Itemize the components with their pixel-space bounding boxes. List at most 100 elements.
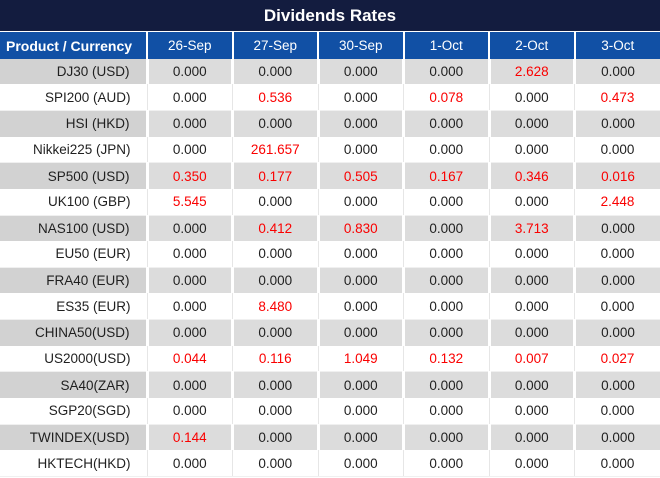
dividend-value: 0.000 <box>232 397 319 425</box>
dividend-value: 1.049 <box>318 345 404 373</box>
dividend-value: 0.000 <box>574 215 660 242</box>
dividend-value: 0.000 <box>574 293 660 321</box>
product-label: DJ30 (USD) <box>0 59 149 85</box>
table-title-text: Dividends Rates <box>263 5 397 25</box>
dividend-value: 0.000 <box>318 188 404 216</box>
dividend-value: 0.000 <box>403 371 491 398</box>
dividend-value: 0.830 <box>318 215 405 242</box>
table-row: EU50 (EUR) 0.000 0.000 0.000 0.000 0.000 0.000 <box>0 241 660 268</box>
dividend-value: 0.044 <box>147 345 233 373</box>
dividend-value: 0.000 <box>574 371 660 398</box>
table-row: HSI (HKD) 0.000 0.000 0.000 0.000 0.000 0.000 <box>0 110 660 137</box>
dividend-value: 0.000 <box>489 293 575 321</box>
product-label: UK100 (GBP) <box>0 188 148 216</box>
table-row: SP500 (USD) 0.350 0.177 0.505 0.167 0.346 0.01… <box>0 162 660 189</box>
dividend-value: 0.000 <box>489 424 576 451</box>
dividend-value: 0.000 <box>403 424 491 451</box>
dividend-value: 0.000 <box>232 110 320 137</box>
table-row: CHINA50(USD) 0.000 0.000 0.000 0.000 0.000 0.0… <box>0 319 660 346</box>
column-header: 26-Sep <box>147 32 234 59</box>
dividend-value: 0.000 <box>232 188 319 216</box>
product-label: HSI (HKD) <box>0 110 149 137</box>
dividend-value: 0.000 <box>489 319 576 346</box>
column-header: 30-Sep <box>318 32 405 59</box>
table-row: UK100 (GBP) 5.545 0.000 0.000 0.000 0.000 2.44… <box>0 188 660 216</box>
dividend-value: 0.078 <box>403 84 490 111</box>
table-title: Dividends Rates <box>0 0 660 32</box>
dividend-value: 0.000 <box>403 267 491 294</box>
product-label: SP500 (USD) <box>0 162 149 189</box>
dividend-value: 0.000 <box>489 371 576 398</box>
dividend-value: 0.000 <box>147 267 234 294</box>
dividend-value: 0.027 <box>574 345 660 373</box>
product-label: US2000(USD) <box>0 345 148 373</box>
dividend-value: 0.000 <box>232 241 319 268</box>
dividend-value: 0.000 <box>147 59 234 85</box>
dividend-value: 0.000 <box>489 136 575 164</box>
dividend-value: 0.000 <box>403 136 490 164</box>
product-label: HKTECH(HKD) <box>0 450 148 478</box>
dividend-value: 0.505 <box>318 162 405 189</box>
dividends-table: Product / Currency 26-Sep 27-Sep 30-Sep … <box>0 32 660 478</box>
dividend-value: 0.144 <box>147 424 234 451</box>
dividend-value: 0.000 <box>403 319 491 346</box>
dividend-value: 0.000 <box>403 450 490 478</box>
dividend-value: 0.000 <box>318 397 404 425</box>
dividend-value: 0.000 <box>232 59 320 85</box>
dividend-value: 0.000 <box>489 188 575 216</box>
dividend-value: 0.000 <box>403 397 490 425</box>
product-label: EU50 (EUR) <box>0 241 148 268</box>
dividend-value: 0.000 <box>232 267 320 294</box>
dividend-value: 0.000 <box>403 293 490 321</box>
dividend-value: 0.536 <box>232 84 319 111</box>
product-label: NAS100 (USD) <box>0 215 149 242</box>
dividend-value: 0.000 <box>403 215 491 242</box>
dividend-value: 0.000 <box>318 84 404 111</box>
table-row: HKTECH(HKD) 0.000 0.000 0.000 0.000 0.000 0.00… <box>0 450 660 478</box>
dividend-value: 0.177 <box>232 162 320 189</box>
dividend-value: 0.000 <box>318 267 405 294</box>
dividend-value: 2.448 <box>574 188 660 216</box>
dividend-value: 0.000 <box>489 267 576 294</box>
product-label: ES35 (EUR) <box>0 293 148 321</box>
dividend-value: 0.346 <box>489 162 576 189</box>
product-label: FRA40 (EUR) <box>0 267 149 294</box>
dividend-value: 0.000 <box>318 110 405 137</box>
column-header: 3-Oct <box>574 32 660 59</box>
table-row: SGP20(SGD) 0.000 0.000 0.000 0.000 0.000 0.000 <box>0 397 660 425</box>
dividend-value: 0.000 <box>318 59 405 85</box>
dividend-value: 0.000 <box>318 293 404 321</box>
table-row: SPI200 (AUD) 0.000 0.536 0.000 0.078 0.000 0.4… <box>0 84 660 111</box>
dividend-value: 8.480 <box>232 293 319 321</box>
column-header: 2-Oct <box>489 32 576 59</box>
product-label: SGP20(SGD) <box>0 397 148 425</box>
dividend-value: 0.016 <box>574 162 660 189</box>
dividend-value: 5.545 <box>147 188 233 216</box>
dividend-value: 0.000 <box>232 424 320 451</box>
table-row: DJ30 (USD) 0.000 0.000 0.000 0.000 2.628 0.000 <box>0 59 660 85</box>
dividend-value: 0.000 <box>318 450 404 478</box>
table-row: Nikkei225 (JPN) 0.000 261.657 0.000 0.000 0.0… <box>0 136 660 164</box>
dividend-value: 0.000 <box>574 450 660 478</box>
dividend-value: 0.000 <box>147 215 234 242</box>
dividend-value: 0.000 <box>147 450 233 478</box>
dividend-value: 0.473 <box>574 84 660 111</box>
dividend-value: 0.000 <box>147 319 234 346</box>
dividend-value: 0.000 <box>147 84 233 111</box>
dividend-value: 0.000 <box>574 59 660 85</box>
table-row: TWINDEX(USD) 0.144 0.000 0.000 0.000 0.000 0.0… <box>0 424 660 451</box>
product-label: Nikkei225 (JPN) <box>0 136 148 164</box>
column-header: 27-Sep <box>232 32 319 59</box>
product-currency-header: Product / Currency <box>0 32 148 59</box>
dividend-value: 0.000 <box>318 371 405 398</box>
dividend-value: 0.000 <box>318 136 404 164</box>
dividend-value: 0.000 <box>232 450 319 478</box>
dividend-value: 0.000 <box>574 319 660 346</box>
dividend-value: 0.000 <box>147 110 234 137</box>
product-label: SA40(ZAR) <box>0 371 149 398</box>
dividend-value: 0.167 <box>403 162 491 189</box>
table-row: FRA40 (EUR) 0.000 0.000 0.000 0.000 0.000 0.00… <box>0 267 660 294</box>
dividend-value: 0.000 <box>318 319 405 346</box>
dividend-value: 0.000 <box>147 397 233 425</box>
table-row: SA40(ZAR) 0.000 0.000 0.000 0.000 0.000 0.000 <box>0 371 660 398</box>
